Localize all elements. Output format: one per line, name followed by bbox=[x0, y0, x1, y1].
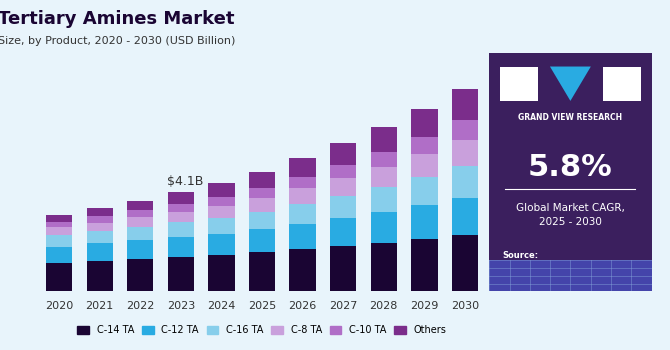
Bar bbox=[249, 172, 275, 188]
Text: Tertiary Amines Market: Tertiary Amines Market bbox=[0, 10, 235, 28]
Bar bbox=[86, 231, 113, 244]
Bar bbox=[46, 222, 72, 228]
Bar bbox=[411, 205, 438, 239]
Bar bbox=[249, 229, 275, 252]
Bar bbox=[411, 108, 438, 137]
Bar bbox=[330, 165, 356, 178]
Bar bbox=[330, 143, 356, 165]
Bar bbox=[411, 177, 438, 205]
Bar bbox=[168, 192, 194, 204]
Bar bbox=[46, 262, 72, 292]
Bar bbox=[452, 167, 478, 198]
Bar bbox=[127, 217, 153, 227]
Text: 5.8%: 5.8% bbox=[528, 153, 613, 182]
Bar bbox=[86, 223, 113, 231]
Bar bbox=[452, 140, 478, 167]
Bar bbox=[452, 234, 478, 292]
Bar bbox=[289, 189, 316, 204]
Bar bbox=[86, 208, 113, 216]
Bar bbox=[371, 187, 397, 212]
Bar bbox=[371, 167, 397, 187]
Bar bbox=[452, 89, 478, 120]
Bar bbox=[289, 177, 316, 189]
Bar bbox=[249, 198, 275, 212]
Text: GRAND VIEW RESEARCH: GRAND VIEW RESEARCH bbox=[519, 113, 622, 122]
Bar bbox=[127, 240, 153, 259]
Text: Source:
www.grandviewresearch.com: Source: www.grandviewresearch.com bbox=[502, 251, 643, 272]
Bar bbox=[208, 255, 234, 292]
Bar bbox=[127, 210, 153, 217]
Bar bbox=[289, 158, 316, 177]
Bar bbox=[452, 120, 478, 140]
Bar bbox=[289, 249, 316, 292]
Bar bbox=[249, 252, 275, 292]
Bar bbox=[46, 215, 72, 222]
Bar bbox=[208, 183, 234, 197]
Bar bbox=[208, 218, 234, 233]
Bar bbox=[86, 261, 113, 292]
Bar bbox=[249, 212, 275, 229]
Bar bbox=[330, 246, 356, 292]
Bar bbox=[452, 198, 478, 234]
Bar bbox=[168, 222, 194, 237]
Text: $4.1B: $4.1B bbox=[167, 175, 203, 188]
Bar bbox=[289, 224, 316, 249]
Bar bbox=[411, 137, 438, 154]
Bar bbox=[371, 243, 397, 292]
Bar bbox=[168, 212, 194, 222]
Bar bbox=[289, 204, 316, 224]
Bar bbox=[127, 201, 153, 210]
Bar bbox=[411, 154, 438, 177]
Bar bbox=[330, 196, 356, 218]
Bar bbox=[371, 212, 397, 243]
Text: Global Market CAGR,
2025 - 2030: Global Market CAGR, 2025 - 2030 bbox=[516, 203, 625, 227]
Bar bbox=[86, 244, 113, 261]
Bar bbox=[330, 178, 356, 196]
Bar bbox=[208, 197, 234, 206]
Bar bbox=[371, 152, 397, 167]
Bar bbox=[168, 204, 194, 212]
Bar bbox=[46, 236, 72, 247]
Bar bbox=[46, 247, 72, 262]
Bar bbox=[330, 218, 356, 246]
Bar bbox=[371, 127, 397, 152]
Text: Size, by Product, 2020 - 2030 (USD Billion): Size, by Product, 2020 - 2030 (USD Billi… bbox=[0, 36, 236, 46]
Bar bbox=[127, 227, 153, 240]
Bar bbox=[249, 188, 275, 198]
Bar bbox=[208, 233, 234, 255]
Bar bbox=[208, 206, 234, 218]
Legend: C-14 TA, C-12 TA, C-16 TA, C-8 TA, C-10 TA, Others: C-14 TA, C-12 TA, C-16 TA, C-8 TA, C-10 … bbox=[74, 321, 450, 339]
Bar bbox=[127, 259, 153, 292]
Bar bbox=[411, 239, 438, 292]
Bar bbox=[86, 216, 113, 223]
Bar bbox=[46, 228, 72, 236]
Bar bbox=[168, 237, 194, 257]
Bar bbox=[168, 257, 194, 292]
